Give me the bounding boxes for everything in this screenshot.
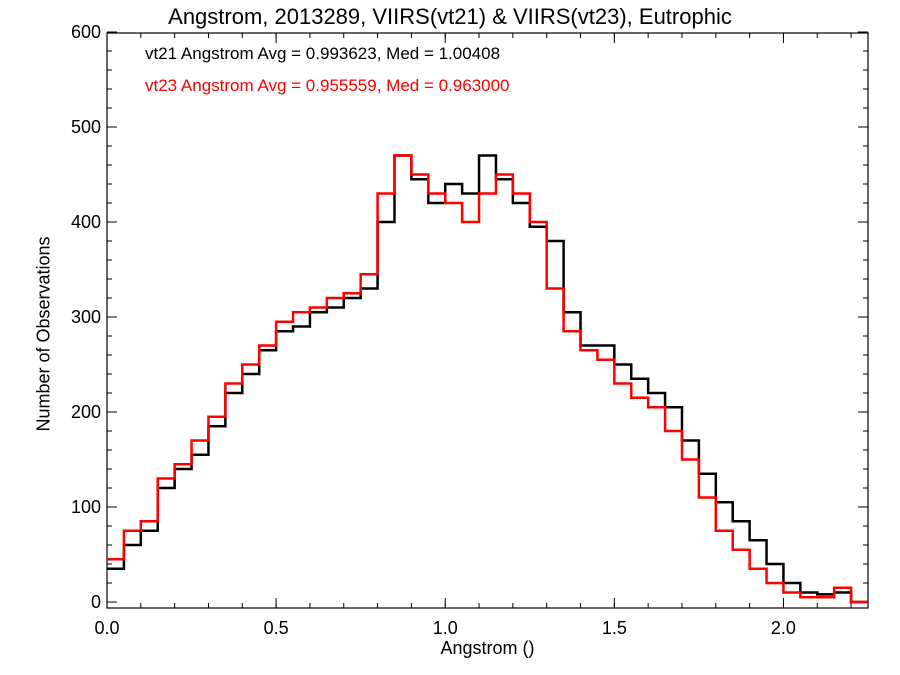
y-tick-label: 300 (71, 307, 101, 327)
series-line-vt23 (107, 154, 868, 604)
x-tick-label: 0.0 (94, 618, 119, 638)
x-tick-label: 2.0 (771, 618, 796, 638)
y-tick-label: 100 (71, 497, 101, 517)
chart-title: Angstrom, 2013289, VIIRS(vt21) & VIIRS(v… (168, 4, 732, 29)
plot-frame (106, 32, 869, 609)
legend-entry-vt23: vt23 Angstrom Avg = 0.955559, Med = 0.96… (145, 76, 510, 95)
series-line-vt21 (107, 154, 868, 604)
x-axis-label: Angstrom () (440, 638, 535, 658)
y-tick-label: 200 (71, 402, 101, 422)
y-tick-label: 400 (71, 212, 101, 232)
axis-ticks: 0.0 0.5 1.0 1.5 2.0 0 100 200 300 400 500 600 (71, 22, 868, 638)
y-tick-label: 500 (71, 117, 101, 137)
x-tick-label: 1.5 (602, 618, 627, 638)
y-tick-label: 0 (91, 592, 101, 612)
legend-entry-vt21: vt21 Angstrom Avg = 0.993623, Med = 1.00… (145, 44, 501, 63)
x-tick-label: 0.5 (264, 618, 289, 638)
y-tick-label: 600 (71, 22, 101, 42)
x-tick-label: 1.0 (433, 618, 458, 638)
series-layer (107, 154, 868, 604)
